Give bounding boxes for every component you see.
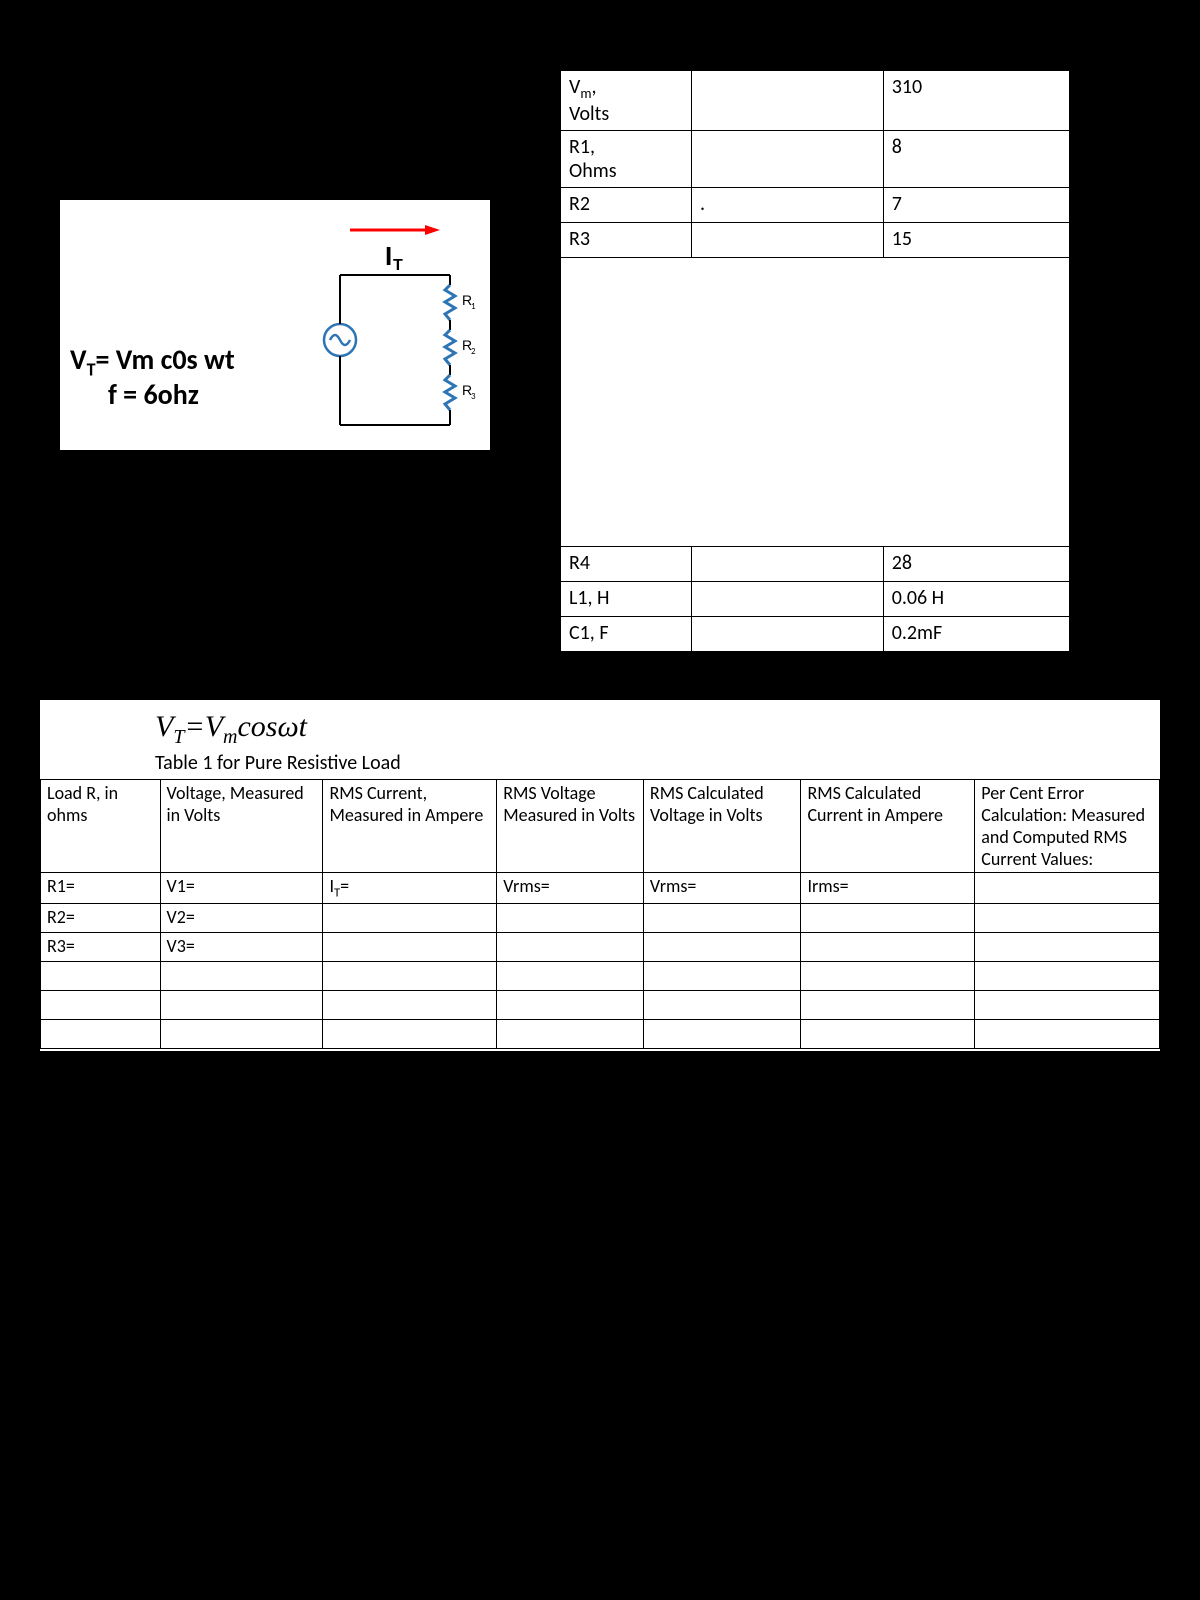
table-cell [160,961,323,990]
table-cell: Vrms= [497,873,644,904]
table-cell: V3= [160,932,323,961]
column-header: Load R, in ohms [41,780,161,873]
table-cell [801,961,975,990]
results-table: Load R, in ohmsVoltage, Measured in Volt… [40,779,1160,1049]
table-cell [801,932,975,961]
svg-text:I: I [385,241,392,271]
parameter-row: R4 28 [561,547,1070,582]
param-label: L1, H [561,582,692,617]
parameter-row: R1,Ohms 8 [561,131,1070,188]
results-panel: VT=Vmcosωt Table 1 for Pure Resistive Lo… [40,700,1160,1051]
table-cell [323,932,497,961]
table-row [41,1019,1160,1048]
table-cell [975,873,1160,904]
circuit-diagram-panel: VT= Vm c0s wt f = 6ohz I T R1 R2 R3 [60,200,490,450]
param-value: 310 [883,71,1069,131]
table-cell: R1= [41,873,161,904]
param-value: 28 [883,547,1069,582]
parameter-row: R3 15 [561,223,1070,258]
table-cell [801,903,975,932]
table-row: R3=V3= [41,932,1160,961]
param-mid [692,131,884,188]
table-cell [975,932,1160,961]
param-label: R1,Ohms [561,131,692,188]
parameter-row: C1, F 0.2mF [561,617,1070,652]
column-header: RMS Current, Measured in Ampere [323,780,497,873]
svg-text:T: T [393,257,403,274]
table-cell: V1= [160,873,323,904]
param-value: 15 [883,223,1069,258]
param-mid [692,547,884,582]
svg-text:3: 3 [471,391,476,402]
svg-text:2: 2 [471,346,476,357]
param-label: R3 [561,223,692,258]
table-row [41,961,1160,990]
param-label: R4 [561,547,692,582]
table-cell [497,961,644,990]
table-cell [643,990,801,1019]
circuit-svg: I T R1 R2 R3 [310,210,480,440]
table-cell: IT= [323,873,497,904]
table-cell [323,1019,497,1048]
column-header: Voltage, Measured in Volts [160,780,323,873]
param-value: 0.06 H [883,582,1069,617]
table-cell [801,1019,975,1048]
column-header: RMS Voltage Measured in Volts [497,780,644,873]
param-label: R2 [561,188,692,223]
table-cell [975,903,1160,932]
table-cell [41,990,161,1019]
param-mid [692,223,884,258]
table-cell: V2= [160,903,323,932]
param-mid [692,617,884,652]
parameter-row: Vm,Volts 310 [561,71,1070,131]
table-cell [801,990,975,1019]
formula-vt: VT=Vmcosωt [155,710,1160,749]
table-cell [41,961,161,990]
param-value: 8 [883,131,1069,188]
table-cell [160,990,323,1019]
table-cell [160,1019,323,1048]
table-cell [643,961,801,990]
table-header-row: Load R, in ohmsVoltage, Measured in Volt… [41,780,1160,873]
table-cell [323,903,497,932]
column-header: Per Cent Error Calculation: Measured and… [975,780,1160,873]
table-row: R1=V1=IT=Vrms=Vrms=Irms= [41,873,1160,904]
table-cell: Vrms= [643,873,801,904]
table-cell [497,990,644,1019]
param-value: 7 [883,188,1069,223]
svg-text:1: 1 [471,301,476,312]
column-header: RMS Calculated Current in Ampere [801,780,975,873]
table-row: R2=V2= [41,903,1160,932]
table-cell: R2= [41,903,161,932]
circuit-formula: VT= Vm c0s wt f = 6ohz [70,345,235,411]
table-cell [323,990,497,1019]
table-cell [497,903,644,932]
table-cell [497,1019,644,1048]
param-mid [692,71,884,131]
table-cell [41,1019,161,1048]
column-header: RMS Calculated Voltage in Volts [643,780,801,873]
table-cell: Irms= [801,873,975,904]
table-cell [497,932,644,961]
table-cell [643,932,801,961]
table-cell [323,961,497,990]
table-row [41,990,1160,1019]
table-cell: R3= [41,932,161,961]
table-caption: Table 1 for Pure Resistive Load [155,751,1160,775]
table-cell [975,961,1160,990]
table-cell [643,903,801,932]
table-cell [975,990,1160,1019]
param-mid [692,582,884,617]
parameter-row: R2.7 [561,188,1070,223]
param-value: 0.2mF [883,617,1069,652]
param-label: Vm,Volts [561,71,692,131]
parameter-row: L1, H 0.06 H [561,582,1070,617]
table-cell [643,1019,801,1048]
param-label: C1, F [561,617,692,652]
param-mid: . [692,188,884,223]
table-cell [975,1019,1160,1048]
parameter-table: Vm,Volts310R1,Ohms8R2.7R315 R428L1, H0.0… [560,70,1070,652]
parameter-table-gap [561,258,1070,547]
